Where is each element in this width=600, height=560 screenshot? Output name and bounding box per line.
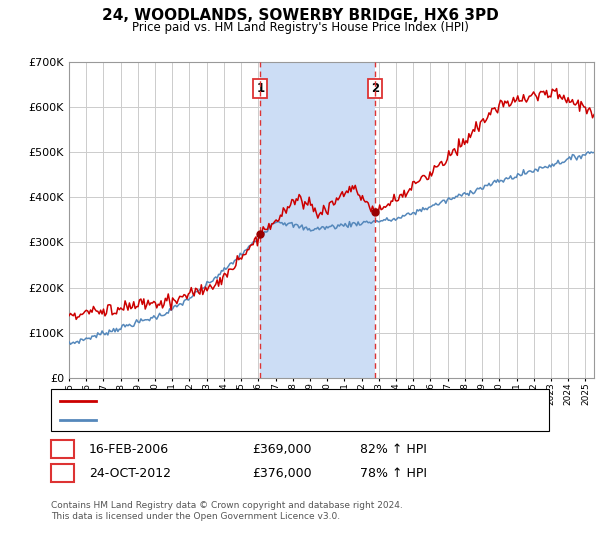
Text: 2: 2	[58, 466, 67, 480]
Text: HPI: Average price, detached house, Calderdale: HPI: Average price, detached house, Cald…	[102, 416, 363, 425]
Text: Contains HM Land Registry data © Crown copyright and database right 2024.
This d: Contains HM Land Registry data © Crown c…	[51, 501, 403, 521]
Text: 1: 1	[256, 82, 265, 95]
Text: 24, WOODLANDS, SOWERBY BRIDGE, HX6 3PD (detached house): 24, WOODLANDS, SOWERBY BRIDGE, HX6 3PD (…	[102, 396, 458, 406]
Text: £369,000: £369,000	[252, 442, 311, 456]
Text: 1: 1	[58, 442, 67, 456]
Text: 78% ↑ HPI: 78% ↑ HPI	[360, 466, 427, 480]
Text: 16-FEB-2006: 16-FEB-2006	[89, 442, 169, 456]
Text: £376,000: £376,000	[252, 466, 311, 480]
Text: Price paid vs. HM Land Registry's House Price Index (HPI): Price paid vs. HM Land Registry's House …	[131, 21, 469, 34]
Text: 24-OCT-2012: 24-OCT-2012	[89, 466, 171, 480]
Text: 82% ↑ HPI: 82% ↑ HPI	[360, 442, 427, 456]
Text: 2: 2	[371, 82, 379, 95]
Text: 24, WOODLANDS, SOWERBY BRIDGE, HX6 3PD: 24, WOODLANDS, SOWERBY BRIDGE, HX6 3PD	[101, 8, 499, 24]
Bar	[260, 62, 375, 378]
